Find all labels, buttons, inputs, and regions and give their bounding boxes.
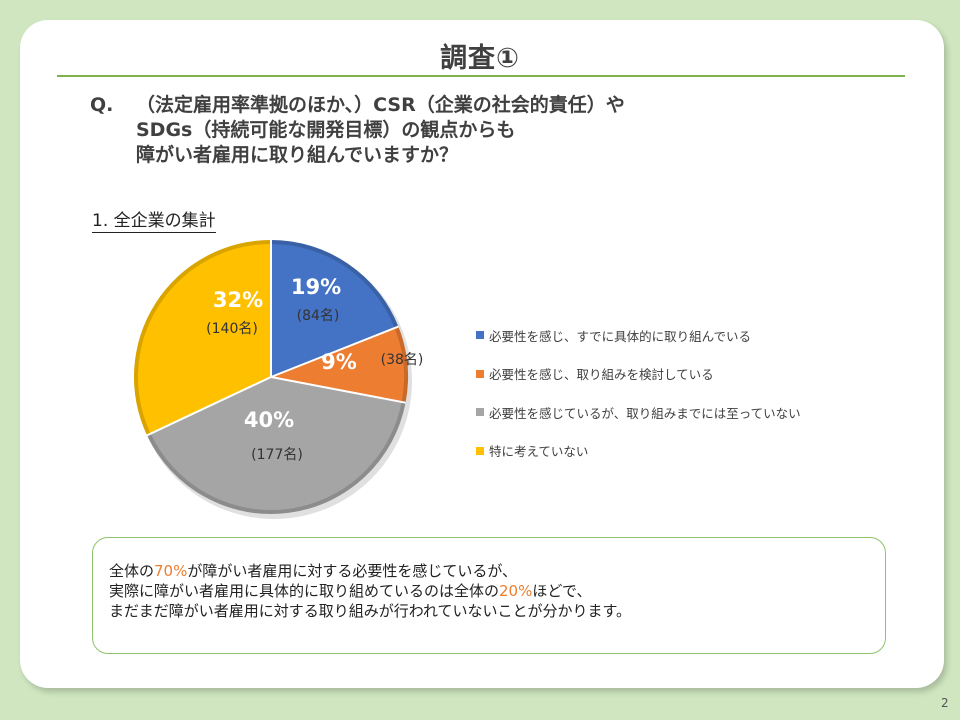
slice-not-yet-percent-label: 40%: [244, 408, 294, 432]
chart-subheading: 1. 全企業の集計: [92, 206, 216, 233]
slice-no-thought: [134, 240, 271, 436]
slice-not-yet: [147, 377, 406, 515]
page-number: 2: [941, 696, 949, 710]
legend-label: 必要性を感じ、取り組みを検討している: [489, 367, 714, 383]
summary-accent-70: 70%: [154, 562, 188, 580]
slice-not-yet-count-label: (177名): [251, 447, 303, 463]
legend-swatch: [476, 331, 484, 340]
slice-considering-rim: [394, 326, 408, 403]
legend-label: 必要性を感じているが、取り組みまでには至っていない: [489, 405, 801, 421]
slice-not-yet-rim: [147, 401, 406, 514]
page-title: 調査①: [440, 43, 520, 74]
question-line-1: Q. （法定雇用率準拠のほか、）CSR（企業の社会的責任）や: [90, 94, 625, 116]
legend-label: 必要性を感じ、すでに具体的に取り組んでいる: [489, 328, 752, 344]
summary-line-2: 実際に障がい者雇用に具体的に取り組めているのは全体の20%ほどで、: [109, 582, 592, 600]
summary-box: 全体の70%が障がい者雇用に対する必要性を感じているが、 実際に障がい者雇用に具…: [92, 537, 886, 654]
title-divider: [57, 75, 905, 77]
question-block: Q. （法定雇用率準拠のほか、）CSR（企業の社会的責任）や SDGs（持続可能な…: [90, 93, 625, 168]
legend-swatch: [476, 446, 484, 455]
slice-separator: [270, 376, 406, 404]
legend-label: 特に考えていない: [489, 444, 589, 460]
slice-no-thought-count-label: (140名): [206, 321, 258, 337]
slice-considering-count-label: (38名): [381, 352, 424, 368]
legend-item: 必要性を感じ、すでに具体的に取り組んでいる: [476, 316, 801, 355]
summary-line-3: まだまだ障がい者雇用に対する取り組みが行われていないことが分かります。: [109, 602, 632, 620]
slice-separator: [146, 376, 272, 437]
question-line-3: 障がい者雇用に取り組んでいますか？: [136, 144, 459, 166]
legend-item: 特に考えていない: [476, 432, 801, 471]
slice-no-thought-percent-label: 32%: [213, 288, 263, 312]
slice-active: [271, 240, 399, 377]
slice-active-percent-label: 19%: [291, 275, 341, 299]
slice-separator: [270, 325, 399, 378]
question-line-2: SDGs（持続可能な開発目標）の観点からも: [136, 119, 516, 141]
question-prefix: Q.: [90, 94, 114, 116]
legend-item: 必要性を感じているが、取り組みまでには至っていない: [476, 393, 801, 432]
slice-considering-percent-label: 9%: [321, 350, 357, 374]
legend-swatch: [476, 408, 484, 417]
summary-accent-20: 20%: [499, 582, 533, 600]
slice-active-count-label: (84名): [297, 308, 340, 324]
chart-legend: 必要性を感じ、すでに具体的に取り組んでいる 必要性を感じ、取り組みを検討している必…: [476, 316, 801, 470]
slice-active-rim: [270, 240, 399, 329]
slice-no-thought-rim: [134, 240, 272, 436]
summary-line-1: 全体の70%が障がい者雇用に対する必要性を感じているが、: [109, 562, 518, 580]
legend-item: 必要性を感じ、取り組みを検討している: [476, 355, 801, 394]
legend-swatch: [476, 369, 484, 378]
slice-considering: [271, 326, 408, 403]
